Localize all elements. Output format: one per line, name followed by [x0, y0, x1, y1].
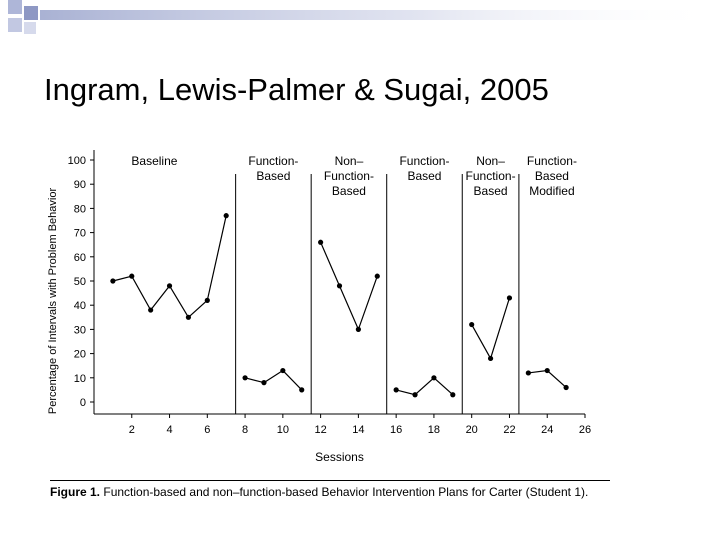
x-tick-label: 4 — [166, 424, 172, 436]
phase-label: Function- — [527, 154, 577, 168]
phase-label: Non– — [335, 154, 364, 168]
data-point — [185, 314, 192, 320]
data-point — [374, 273, 380, 279]
x-tick-label: 12 — [314, 424, 326, 436]
phase-label: Function- — [248, 154, 298, 168]
phase-label: Based — [407, 169, 441, 183]
y-tick-label: 20 — [74, 349, 86, 361]
series-line — [320, 242, 378, 332]
phase-label: Modified — [529, 184, 574, 198]
y-tick-label: 40 — [74, 300, 86, 312]
x-tick-label: 22 — [503, 424, 515, 436]
figure-caption-text: Function-based and non–function-based Be… — [103, 485, 589, 499]
y-tick-label: 80 — [74, 203, 86, 215]
y-tick-label: 30 — [74, 324, 86, 336]
y-tick-label: 60 — [74, 252, 86, 264]
data-point — [223, 213, 229, 219]
series-line — [244, 369, 303, 391]
title-decoration — [8, 0, 720, 34]
phase-label: Based — [332, 184, 366, 198]
series-line — [471, 297, 511, 360]
data-point — [204, 297, 210, 303]
data-point — [469, 321, 475, 328]
y-tick-label: 0 — [80, 397, 86, 409]
data-point — [129, 273, 135, 279]
phase-label: Function- — [399, 154, 449, 168]
data-point — [336, 283, 343, 289]
data-point — [544, 367, 550, 374]
phase-label: Baseline — [131, 154, 177, 168]
y-tick-label: 50 — [74, 276, 86, 288]
x-tick-label: 8 — [242, 424, 248, 436]
figure-caption: Figure 1. Function-based and non–functio… — [50, 480, 610, 499]
data-point — [506, 295, 513, 301]
data-point — [110, 278, 116, 284]
y-tick-label: 10 — [74, 373, 86, 385]
data-point — [525, 370, 531, 376]
phase-label: Based — [535, 169, 569, 183]
y-tick-label: 70 — [74, 228, 86, 240]
phase-label: Based — [474, 184, 508, 198]
x-tick-label: 16 — [390, 424, 402, 436]
data-point — [299, 387, 305, 393]
x-tick-label: 10 — [277, 424, 289, 436]
data-point — [355, 326, 361, 332]
x-tick-label: 6 — [204, 424, 210, 436]
x-tick-label: 14 — [352, 424, 364, 436]
data-point — [318, 239, 324, 245]
phase-label: Function- — [466, 169, 516, 183]
data-point — [166, 283, 173, 289]
y-tick-label: 90 — [74, 179, 86, 191]
data-point — [242, 375, 248, 381]
x-tick-label: 18 — [428, 424, 440, 436]
data-point — [431, 375, 437, 381]
data-point — [280, 367, 286, 374]
x-axis-label: Sessions — [315, 450, 364, 464]
data-point — [412, 392, 418, 398]
phase-label: Based — [256, 169, 290, 183]
data-point — [563, 384, 569, 391]
data-point — [450, 392, 456, 398]
phase-label: Non– — [476, 154, 505, 168]
y-axis-label: Percentage of Intervals with Problem Beh… — [47, 188, 59, 415]
series-line — [396, 376, 454, 396]
data-point — [261, 380, 267, 386]
phase-label: Function- — [324, 169, 374, 183]
x-tick-label: 26 — [579, 424, 591, 436]
data-point — [148, 307, 154, 313]
x-tick-label: 2 — [129, 424, 135, 436]
data-point — [393, 387, 399, 393]
slide-title: Ingram, Lewis-Palmer & Sugai, 2005 — [44, 72, 549, 107]
y-tick-label: 100 — [68, 155, 86, 167]
x-tick-label: 24 — [541, 424, 553, 436]
data-point — [487, 355, 494, 362]
x-tick-label: 20 — [466, 424, 478, 436]
figure-caption-label: Figure 1. — [50, 485, 101, 499]
